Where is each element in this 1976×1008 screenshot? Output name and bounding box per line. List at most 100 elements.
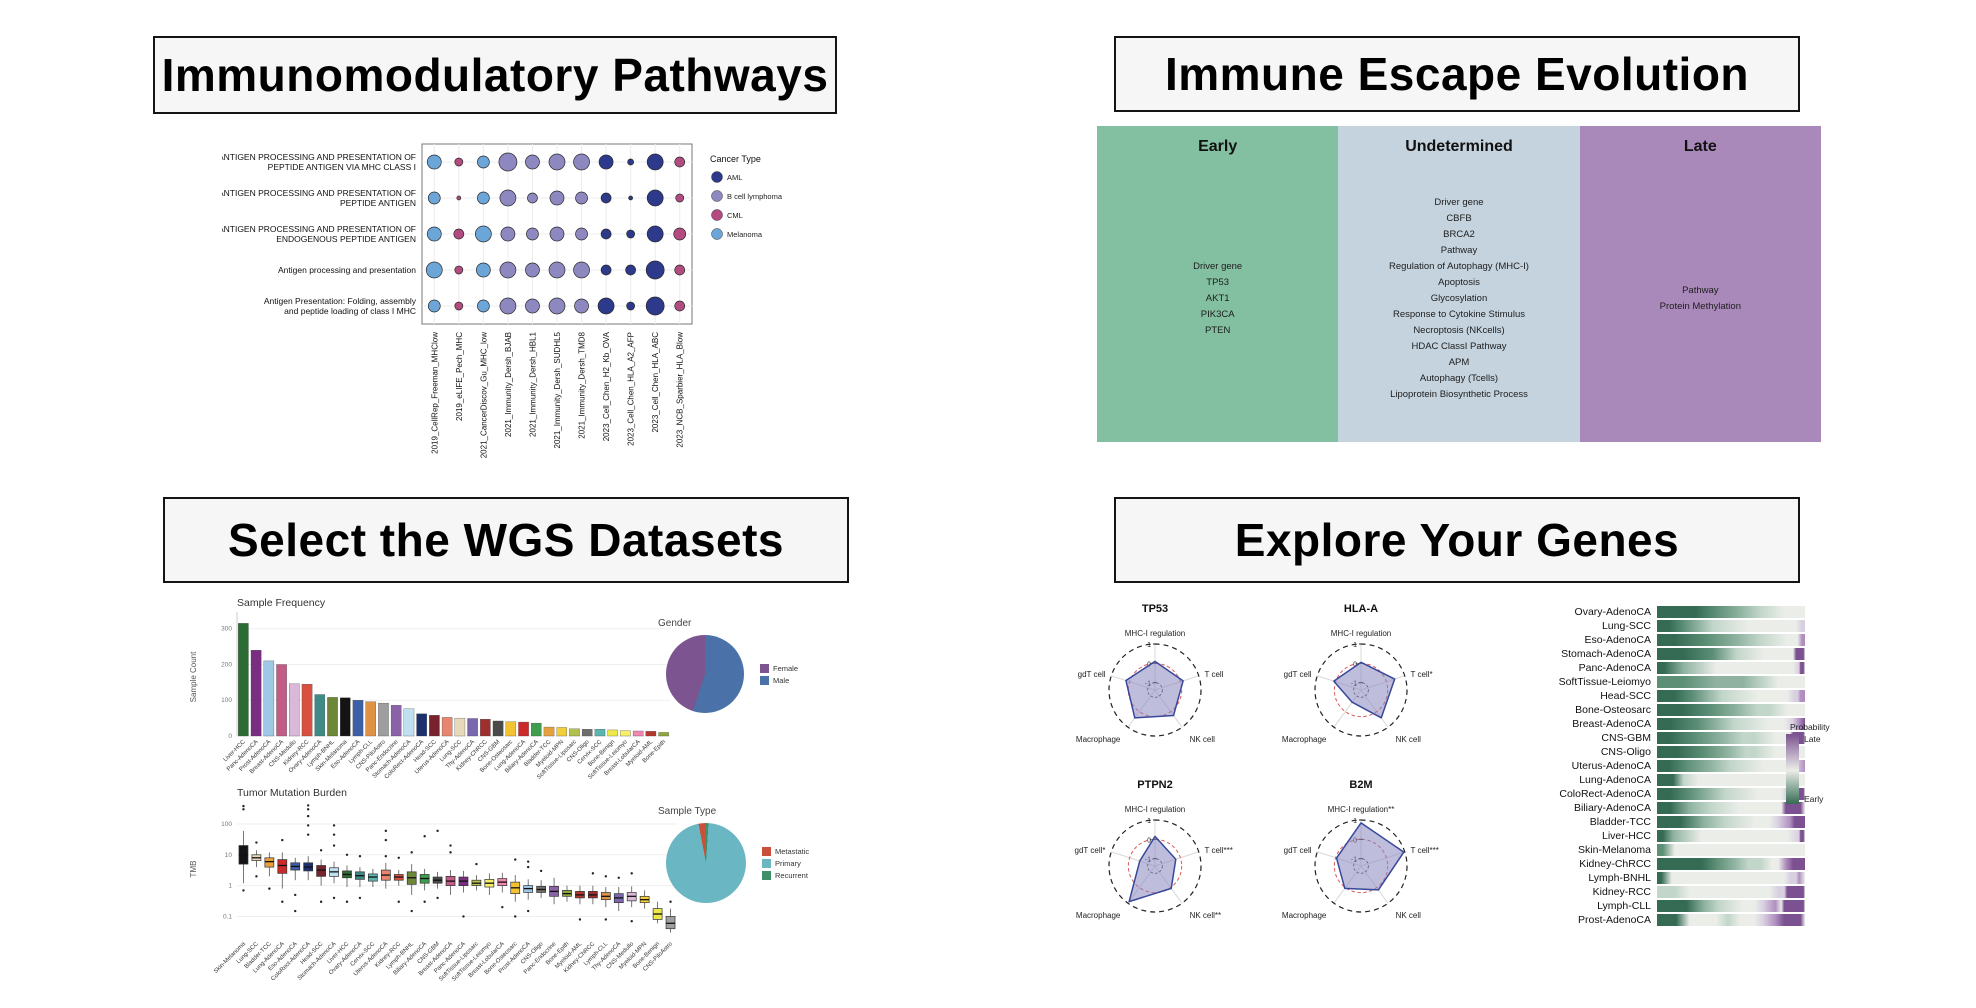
immunomodulatory-pathways-button[interactable]: Immunomodulatory Pathways [153, 36, 837, 114]
dot [600, 228, 612, 240]
heat-row-bar [1657, 802, 1805, 814]
heat-row: Ovary-AdenoCA [1496, 606, 1805, 618]
heat-row-label: Head-SCC [1600, 690, 1651, 702]
heat-row-label: SoftTissue-Leiomyo [1558, 676, 1651, 688]
heat-row-bar [1657, 690, 1805, 702]
dataset-label: 2023_NCB_Sparbier_HLA_Blow [676, 332, 685, 448]
legend-swatch [762, 846, 771, 856]
radar-polygon [1125, 660, 1184, 719]
immuno-dotplot[interactable]: ANTIGEN PROCESSING AND PRESENTATION OF PE… [218, 128, 832, 496]
legend-label: AML [727, 173, 742, 182]
dot [675, 193, 685, 203]
outlier [526, 860, 530, 863]
panel-title: Explore Your Genes [1234, 514, 1680, 566]
heat-row-bar [1657, 830, 1805, 842]
bar-Myeloid-MPN [556, 727, 567, 737]
radar-tick: 1 [1353, 642, 1357, 649]
outlier [591, 872, 595, 875]
heat-row: SoftTissue-Leiomyo [1496, 676, 1805, 688]
evolution-entry: Autophagy (Tcells) [1419, 373, 1499, 384]
radar-tick: 1 [1353, 818, 1357, 825]
sample-frequency-bar-chart[interactable]: Sample Frequency Sample Count 0 100 200 300 Li… [182, 594, 682, 781]
outlier [294, 893, 297, 897]
legend-swatch [760, 663, 769, 673]
legend-swatch [711, 190, 723, 202]
immune-escape-evolution-button[interactable]: Immune Escape Evolution [1114, 36, 1800, 112]
explore-your-genes-button[interactable]: Explore Your Genes [1114, 497, 1800, 583]
heat-row-label: Lymph-CLL [1597, 900, 1651, 912]
radar-tick: 1 [1147, 818, 1151, 825]
y-axis-label: Sample Count [189, 651, 198, 702]
evolution-entry: Driver gene [1193, 261, 1243, 272]
dataset-label: 2023_Cell_Chen_HLA_ABC [651, 332, 660, 433]
pie-title: Sample Type [658, 806, 717, 817]
select-wgs-datasets-button[interactable]: Select the WGS Datasets [163, 497, 849, 583]
outlier [436, 896, 439, 900]
heat-row-label: Lung-SCC [1601, 620, 1651, 632]
legend-swatch [762, 870, 771, 880]
evolution-entry: BRCA2 [1443, 229, 1475, 240]
heat-row: Stomach-AdenoCA [1496, 648, 1805, 660]
radar-axis-label: gdT cell* [1075, 846, 1106, 855]
bar-Breast-AdenoCA [276, 664, 287, 737]
dot [477, 155, 490, 169]
pie-gender [666, 635, 744, 713]
heat-row: Eso-AdenoCA [1496, 634, 1805, 646]
y-tick: 0 [228, 733, 232, 740]
bar-Uterus-AdenoCA [441, 717, 453, 737]
dataset-label: 2021_Immunity_Dersh_TMD8 [578, 331, 587, 438]
heat-row-label: Skin-Melanoma [1578, 844, 1651, 856]
pathway-label: Antigen Presentation: Folding, assembly [264, 296, 417, 306]
outlier [358, 896, 362, 900]
outlier [345, 900, 349, 903]
heat-row-bar [1657, 606, 1805, 618]
pathway-label: ANTIGEN PROCESSING AND PRESENTATION OF [222, 188, 416, 198]
radar-axis-label: T cell*** [1205, 846, 1233, 855]
outlier [526, 865, 530, 869]
radar-axis-label: T cell [1205, 670, 1224, 679]
outlier [306, 814, 310, 818]
heat-row-label: ColoRect-AdenoCA [1559, 788, 1651, 800]
bar-Biliary-AdenoCA [531, 722, 542, 737]
outlier [332, 844, 336, 847]
radar-title: B2M [1349, 779, 1372, 791]
tumor-mutation-burden-boxplot[interactable]: Tumor Mutation Burden TMB 100 10 1 0.1 Skin-Me… [182, 786, 692, 983]
sample-type-pie-chart[interactable]: Sample Type Metastatic Primary Recurrent [652, 806, 852, 903]
evolution-entry: CBFB [1446, 213, 1472, 224]
dot [477, 191, 490, 205]
evolution-entry: Response to Cytokine Stimulus [1392, 309, 1525, 320]
pathway-label: ANTIGEN PROCESSING AND PRESENTATION OF [222, 152, 416, 162]
dataset-label: 2021_Immunity_Dersh_BJAB [504, 332, 513, 437]
dot [525, 154, 540, 170]
dot [646, 153, 664, 171]
outlier [449, 851, 452, 854]
outlier [306, 824, 310, 827]
escape-evolution-columns[interactable]: Early Driver gene TP53 AKT1 PIK3CA PTEN Undete… [1097, 126, 1821, 442]
bar-Breast-LobularCA [632, 730, 644, 737]
radar-axis-label: Macrophage [1076, 735, 1121, 744]
outlier [281, 838, 284, 842]
evolution-entry: APM [1448, 357, 1470, 368]
zero-grid-circle [1127, 662, 1183, 718]
pie-sample-type [666, 823, 746, 903]
outlier [630, 872, 633, 875]
y-tick: 0.1 [223, 913, 232, 920]
heat-row-label: Bone-Osteosarc [1575, 704, 1651, 716]
legend-swatch [711, 209, 723, 221]
heat-row: Uterus-AdenoCA [1496, 760, 1805, 772]
column-heading: Late [1683, 138, 1717, 155]
bar-SoftTissue-Leiomyo [620, 730, 631, 737]
dot [498, 152, 518, 172]
timing-probability-heatmap[interactable]: Ovary-AdenoCA Lung-SCC Eso-AdenoCA Stomach-… [1496, 606, 1805, 926]
dot [573, 261, 590, 279]
bar-Prost-AdenoCA [263, 660, 275, 737]
bar-Kidney-ChRCC [480, 719, 491, 737]
evolution-entry: TP53 [1206, 277, 1230, 288]
outlier [255, 841, 258, 844]
gender-pie-chart[interactable]: Gender Female Male [652, 618, 852, 713]
radar-title: TP53 [1142, 603, 1168, 615]
pie-title: Gender [658, 618, 692, 629]
